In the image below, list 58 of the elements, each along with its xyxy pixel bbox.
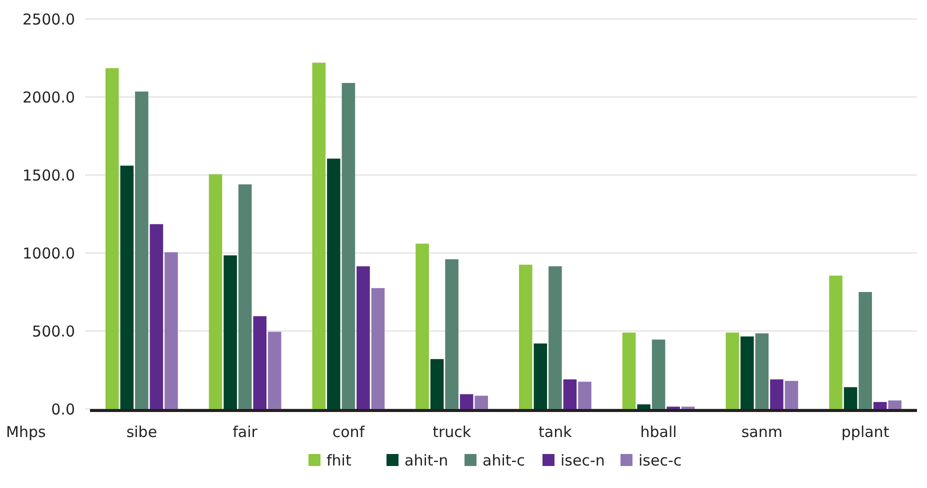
bar bbox=[327, 158, 340, 409]
bar bbox=[106, 68, 119, 409]
bar bbox=[474, 396, 488, 409]
bar bbox=[371, 288, 385, 409]
y-tick-label: 500.0 bbox=[32, 322, 75, 340]
legend-label: fhit bbox=[326, 451, 352, 470]
legend-label: isec-c bbox=[638, 451, 682, 470]
bar bbox=[755, 333, 769, 409]
bar bbox=[888, 400, 902, 409]
y-tick-label: 1000.0 bbox=[22, 244, 75, 262]
x-tick-label: truck bbox=[432, 423, 472, 441]
y-tick-label: 1500.0 bbox=[22, 166, 75, 184]
x-tick-label: sibe bbox=[126, 423, 158, 441]
bar bbox=[770, 379, 784, 409]
bar bbox=[873, 402, 887, 409]
x-axis-title: Mhps bbox=[6, 423, 46, 441]
bar bbox=[208, 174, 222, 409]
bar bbox=[430, 359, 444, 409]
bar bbox=[253, 316, 266, 409]
bar bbox=[135, 92, 148, 409]
x-tick-label: pplant bbox=[841, 423, 890, 441]
x-tick-label: hball bbox=[640, 423, 677, 441]
bar bbox=[829, 276, 842, 409]
x-tick-label: fair bbox=[232, 423, 258, 441]
bar bbox=[164, 252, 178, 409]
bar bbox=[150, 224, 164, 409]
bar bbox=[784, 380, 798, 409]
legend-label: isec-n bbox=[560, 451, 605, 470]
bar bbox=[445, 259, 458, 409]
bar bbox=[740, 336, 754, 409]
bar bbox=[548, 266, 562, 409]
bar bbox=[312, 62, 326, 409]
x-tick-label: conf bbox=[332, 423, 366, 441]
bar bbox=[858, 292, 872, 409]
bar bbox=[224, 255, 237, 409]
x-tick-label: tank bbox=[538, 423, 572, 441]
bar bbox=[120, 166, 134, 409]
bar bbox=[460, 394, 474, 409]
bar bbox=[268, 332, 282, 409]
y-tick-label: 0.0 bbox=[51, 400, 75, 418]
bar bbox=[356, 266, 370, 409]
bar bbox=[726, 332, 740, 409]
bar bbox=[578, 382, 592, 409]
legend-label: ahit-c bbox=[482, 451, 525, 470]
bar bbox=[637, 404, 650, 409]
bar bbox=[534, 343, 548, 409]
bar bbox=[342, 82, 356, 409]
y-tick-label: 2500.0 bbox=[22, 10, 75, 28]
bar bbox=[519, 264, 532, 409]
bar bbox=[652, 340, 666, 409]
y-tick-label: 2000.0 bbox=[22, 88, 75, 106]
bar bbox=[563, 379, 577, 409]
legend-label: ahit-n bbox=[404, 451, 448, 470]
bar bbox=[844, 387, 858, 409]
bar bbox=[416, 244, 429, 409]
bar bbox=[238, 184, 252, 409]
x-tick-label: sanm bbox=[741, 423, 783, 441]
bar bbox=[622, 332, 636, 409]
